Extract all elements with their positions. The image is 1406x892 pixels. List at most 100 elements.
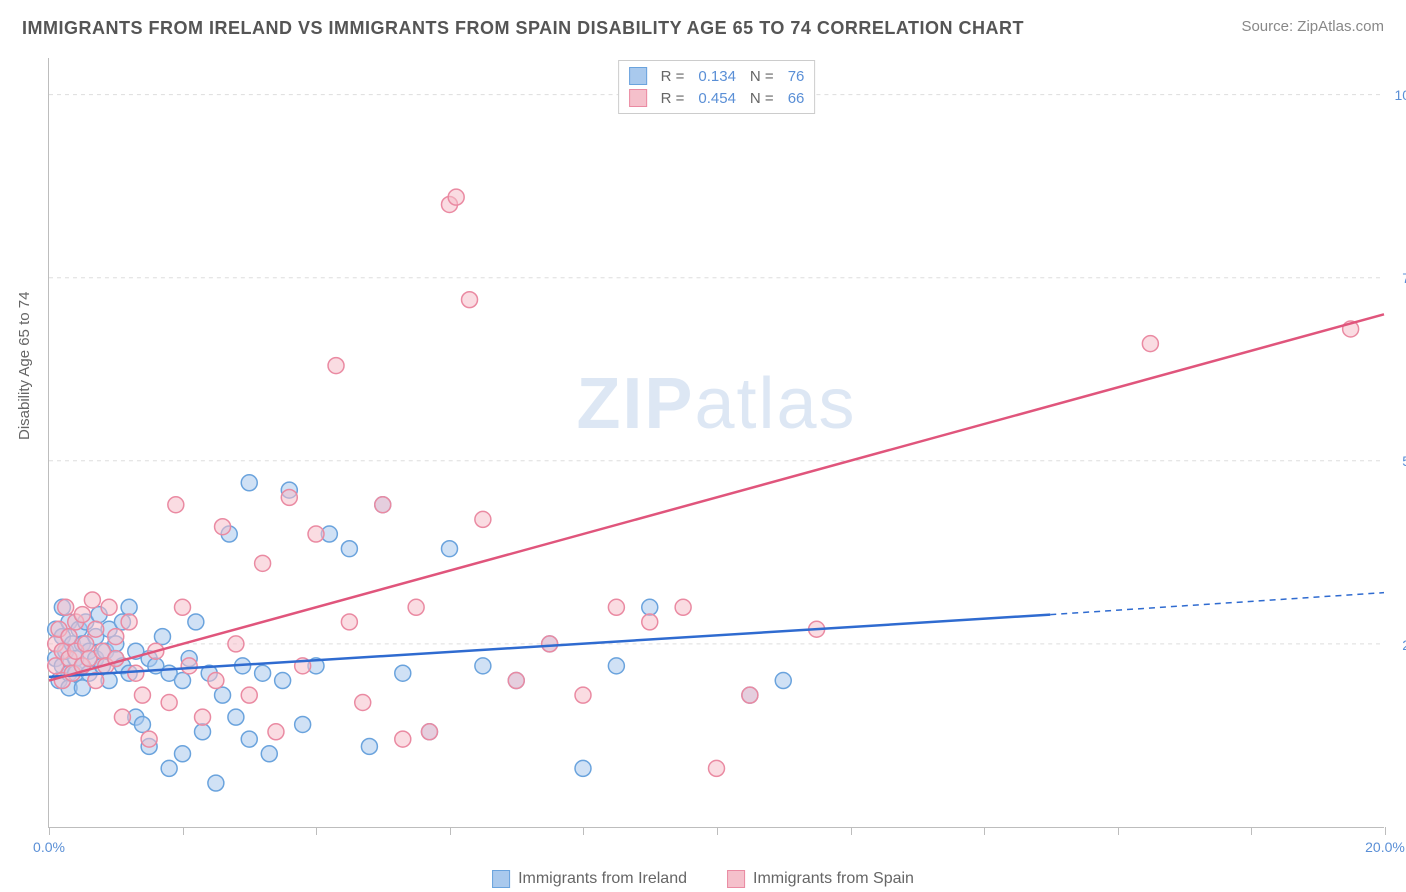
y-axis-title: Disability Age 65 to 74	[16, 292, 33, 440]
r-value-ireland: 0.134	[698, 68, 736, 85]
y-tick-label: 25.0%	[1402, 637, 1406, 653]
x-tick	[183, 827, 184, 835]
n-value-spain: 66	[788, 90, 805, 107]
x-tick-label: 0.0%	[33, 839, 65, 855]
data-point	[215, 519, 231, 535]
series-legend: Immigrants from Ireland Immigrants from …	[492, 870, 914, 888]
n-value-ireland: 76	[788, 68, 805, 85]
data-point	[328, 358, 344, 374]
data-point	[442, 541, 458, 557]
data-point	[61, 629, 77, 645]
data-point	[161, 695, 177, 711]
y-tick-label: 50.0%	[1402, 453, 1406, 469]
data-point	[508, 673, 524, 689]
data-point	[742, 687, 758, 703]
data-point	[1142, 336, 1158, 352]
correlation-legend: R = 0.134 N = 76 R = 0.454 N = 66	[618, 60, 816, 114]
data-point	[134, 716, 150, 732]
data-point	[195, 709, 211, 725]
data-point	[181, 658, 197, 674]
data-point	[421, 724, 437, 740]
data-point	[608, 658, 624, 674]
data-point	[355, 695, 371, 711]
data-point	[361, 738, 377, 754]
data-point	[408, 599, 424, 615]
data-point	[575, 760, 591, 776]
data-point	[195, 724, 211, 740]
data-point	[74, 607, 90, 623]
data-point	[228, 636, 244, 652]
data-point	[188, 614, 204, 630]
legend-row-spain: R = 0.454 N = 66	[629, 87, 805, 109]
y-tick-label: 100.0%	[1395, 87, 1406, 103]
data-point	[208, 673, 224, 689]
legend-label-ireland: Immigrants from Ireland	[518, 870, 687, 888]
x-tick	[851, 827, 852, 835]
data-point	[709, 760, 725, 776]
data-point	[161, 760, 177, 776]
data-point	[58, 599, 74, 615]
data-point	[255, 665, 271, 681]
data-point	[375, 497, 391, 513]
data-point	[341, 614, 357, 630]
data-point	[255, 555, 271, 571]
data-point	[475, 658, 491, 674]
data-point	[168, 497, 184, 513]
data-point	[241, 731, 257, 747]
swatch-spain-icon	[727, 870, 745, 888]
legend-item-ireland: Immigrants from Ireland	[492, 870, 687, 888]
x-tick-label: 20.0%	[1365, 839, 1405, 855]
data-point	[175, 746, 191, 762]
chart-title: IMMIGRANTS FROM IRELAND VS IMMIGRANTS FR…	[22, 18, 1024, 39]
data-point	[608, 599, 624, 615]
swatch-spain	[629, 89, 647, 107]
n-label: N =	[750, 68, 774, 85]
plot-region: ZIPatlas R = 0.134 N = 76 R = 0.454 N = …	[48, 58, 1384, 828]
data-point	[241, 687, 257, 703]
data-point	[462, 292, 478, 308]
data-point	[675, 599, 691, 615]
legend-label-spain: Immigrants from Spain	[753, 870, 914, 888]
x-tick	[583, 827, 584, 835]
x-tick	[984, 827, 985, 835]
data-point	[341, 541, 357, 557]
data-point	[241, 475, 257, 491]
data-point	[308, 526, 324, 542]
data-point	[134, 687, 150, 703]
data-point	[275, 673, 291, 689]
trend-line	[49, 314, 1384, 680]
data-point	[261, 746, 277, 762]
data-point	[542, 636, 558, 652]
y-tick-label: 75.0%	[1402, 270, 1406, 286]
data-point	[175, 599, 191, 615]
data-point	[448, 189, 464, 205]
data-point	[154, 629, 170, 645]
data-point	[281, 489, 297, 505]
x-tick	[316, 827, 317, 835]
x-tick	[450, 827, 451, 835]
scatter-svg	[49, 58, 1384, 827]
legend-row-ireland: R = 0.134 N = 76	[629, 65, 805, 87]
source-label: Source: ZipAtlas.com	[1241, 18, 1384, 35]
data-point	[101, 599, 117, 615]
r-label: R =	[661, 90, 685, 107]
r-label: R =	[661, 68, 685, 85]
data-point	[215, 687, 231, 703]
data-point	[84, 592, 100, 608]
data-point	[114, 709, 130, 725]
n-label: N =	[750, 90, 774, 107]
data-point	[268, 724, 284, 740]
data-point	[475, 511, 491, 527]
data-point	[121, 599, 137, 615]
x-tick	[49, 827, 50, 835]
swatch-ireland-icon	[492, 870, 510, 888]
data-point	[575, 687, 591, 703]
data-point	[228, 709, 244, 725]
data-point	[642, 599, 658, 615]
legend-item-spain: Immigrants from Spain	[727, 870, 914, 888]
data-point	[121, 614, 137, 630]
data-point	[642, 614, 658, 630]
data-point	[141, 731, 157, 747]
data-point	[295, 716, 311, 732]
x-tick	[717, 827, 718, 835]
